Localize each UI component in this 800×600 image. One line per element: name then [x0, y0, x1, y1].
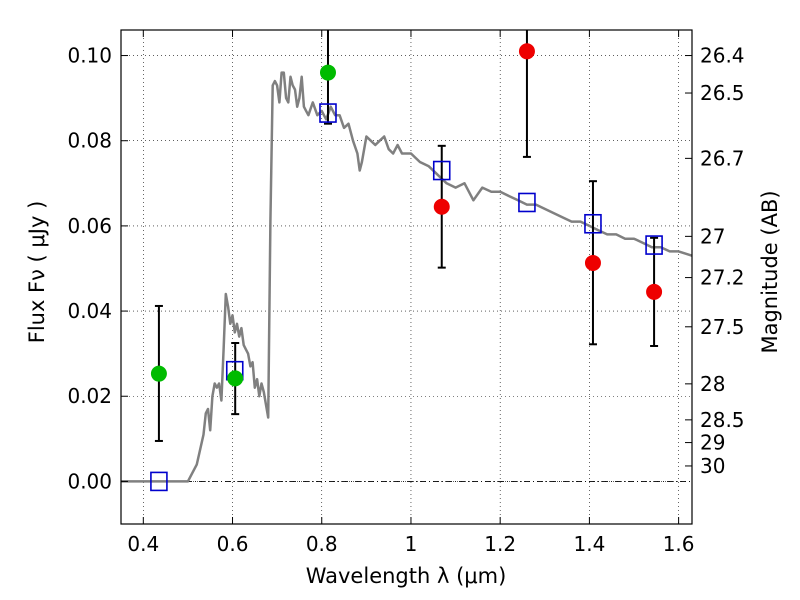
x-axis-ticks: 0.4 0.6 0.8 1 1.2 1.4 1.6	[127, 30, 695, 556]
y-tick-label: 0.04	[67, 299, 112, 323]
y-axis-ticks: 0.00 0.02 0.04 0.06 0.08 0.10	[67, 44, 128, 493]
magnitude-tick-label: 26.7	[700, 146, 745, 170]
x-tick-label: 1.4	[573, 532, 605, 556]
template-sed	[121, 71, 693, 483]
observed-point-red	[433, 198, 450, 215]
x-tick-label: 1.2	[484, 532, 516, 556]
y-axis-title: Flux Fν ( μJy )	[25, 201, 49, 344]
plot-frame	[120, 29, 693, 525]
y-tick-label: 0.08	[67, 129, 112, 153]
x-tick-label: 1.6	[663, 532, 695, 556]
model-flux-square	[319, 103, 337, 123]
observed-point-red	[584, 254, 601, 271]
y-tick-label: 0.00	[67, 469, 112, 493]
magnitude-tick-label: 29	[700, 431, 725, 455]
y-tick-label: 0.10	[67, 44, 112, 68]
observed-point-green	[227, 370, 244, 387]
x-tick-label: 0.8	[306, 532, 338, 556]
x-axis-title: Wavelength λ (μm)	[306, 564, 507, 588]
grid	[121, 30, 692, 524]
model-flux-square	[432, 160, 451, 181]
model-flux-square	[584, 213, 602, 234]
magnitude-tick-label: 30	[700, 454, 725, 478]
magnitude-tick-label: 26.4	[700, 44, 745, 68]
observed-point-green	[150, 365, 167, 382]
x-tick-label: 0.4	[127, 532, 159, 556]
observed-point-red	[518, 43, 535, 60]
y-tick-label: 0.06	[67, 214, 112, 238]
observed-points	[150, 43, 663, 387]
observed-point-green	[319, 64, 336, 81]
magnitude-tick-label: 27.5	[700, 315, 745, 339]
model-flux-square	[518, 192, 536, 213]
x-tick-label: 1	[405, 532, 418, 556]
model-flux-square	[645, 235, 663, 255]
magnitude-tick-label: 26.5	[700, 81, 745, 105]
y-tick-label: 0.02	[67, 384, 112, 408]
observed-point-red	[646, 283, 663, 300]
magnitude-tick-label: 27.2	[700, 266, 745, 290]
magnitude-tick-label: 28.5	[700, 408, 745, 432]
x-tick-label: 0.6	[217, 532, 249, 556]
magnitude-tick-label: 27	[700, 224, 725, 248]
model-flux-square	[150, 471, 168, 492]
magnitude-tick-label: 28	[700, 372, 725, 396]
magnitude-axis-title: Magnitude (AB)	[758, 190, 782, 353]
template-sed-line	[121, 71, 693, 483]
